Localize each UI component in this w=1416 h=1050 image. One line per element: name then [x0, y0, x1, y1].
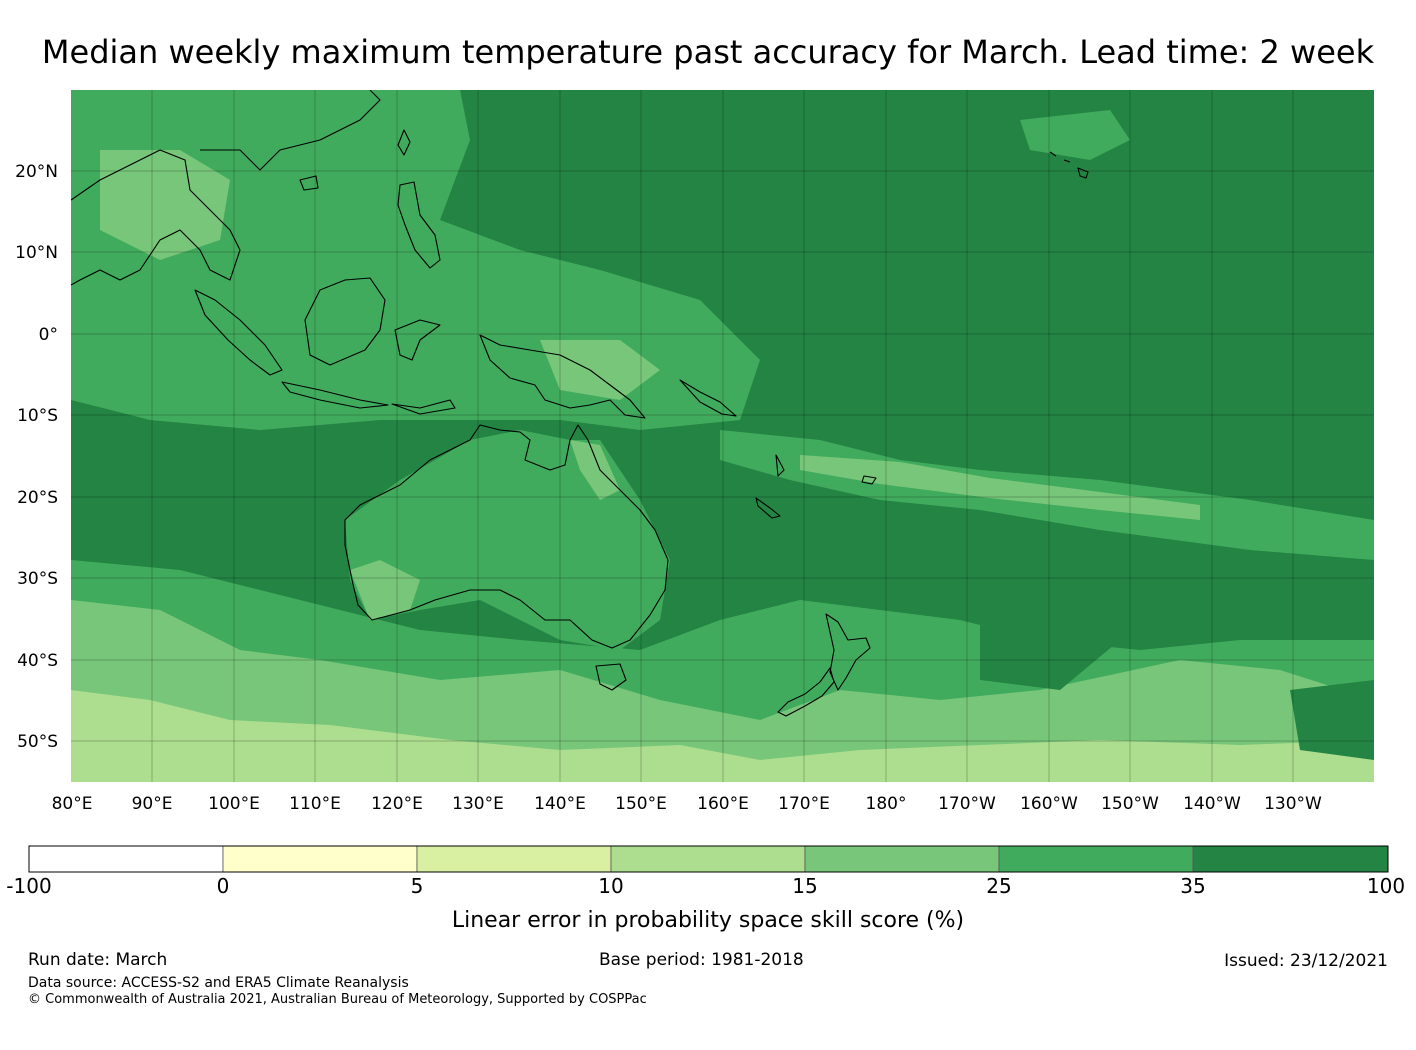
colorbar-tick-label: 35 — [1180, 874, 1205, 898]
lat-label: 50°S — [17, 732, 58, 752]
lon-label: 80°E — [52, 794, 93, 814]
coast-java — [281, 381, 389, 409]
skill-zone-south-lighter — [71, 690, 1374, 782]
coast-new-zealand-north-island — [825, 613, 871, 691]
coast-fiji — [861, 475, 877, 485]
colorbar-swatch — [416, 845, 612, 873]
colorbar-swatch — [222, 845, 418, 873]
colorbar-outline — [28, 845, 1389, 873]
chart-title: Median weekly maximum temperature past a… — [41, 33, 1375, 71]
colorbar-swatch — [804, 845, 1000, 873]
lon-label: 160°W — [1020, 794, 1078, 814]
lon-label: 160°E — [697, 794, 749, 814]
colorbar-tick-label: -100 — [6, 874, 51, 898]
colorbar-swatch — [28, 845, 224, 873]
skill-zone-australia — [345, 430, 670, 650]
coast-solomons — [679, 379, 737, 417]
coast-new-zealand-south-island — [777, 667, 835, 717]
colorbar-swatch — [998, 845, 1194, 873]
skill-zone-queensland — [570, 440, 620, 500]
lon-label: 110°E — [289, 794, 341, 814]
coast-lesser-sunda — [391, 399, 456, 415]
colorbar-ticks: -100 0 5 10 15 25 35 100 — [6, 874, 1405, 898]
coast-taiwan — [397, 129, 411, 156]
colorbar-tick-label: 15 — [792, 874, 817, 898]
map-panel — [71, 90, 1374, 782]
skill-zone-north-pacific-patch — [1020, 110, 1130, 160]
skill-zone-indochina-light — [100, 150, 230, 260]
coast-tasmania — [595, 663, 627, 691]
skill-zone-southeast-dark — [1290, 680, 1374, 760]
coast-new-caledonia — [755, 497, 781, 519]
base-period: Base period: 1981-2018 — [599, 950, 804, 970]
skill-zone-png-light — [540, 340, 660, 400]
copyright: © Commonwealth of Australia 2021, Austra… — [28, 992, 647, 1007]
skill-zone-australia-sw — [350, 560, 420, 620]
coast-sulawesi — [394, 319, 441, 361]
coast-borneo — [304, 277, 386, 366]
coast-vanuatu — [775, 454, 785, 477]
coast-china-east — [200, 90, 381, 171]
lon-label: 150°E — [615, 794, 667, 814]
lat-labels: 20°N 10°N 0° 10°S 20°S 30°S 40°S 50°S — [15, 162, 58, 752]
colorbar-tick-label: 5 — [411, 874, 424, 898]
coast-sumatra — [194, 289, 283, 376]
coast-australia — [344, 424, 669, 649]
lon-label: 140°E — [534, 794, 586, 814]
lat-label: 10°N — [15, 243, 58, 263]
lat-label: 20°S — [17, 488, 58, 508]
lat-label: 30°S — [17, 569, 58, 589]
coast-indochina — [71, 149, 241, 286]
lon-label: 120°E — [371, 794, 423, 814]
skill-zone-spcz-inner — [800, 455, 1200, 520]
lon-labels: 80°E 90°E 100°E 110°E 120°E 130°E 140°E … — [52, 794, 1323, 814]
colorbar-tick-label: 25 — [986, 874, 1011, 898]
lon-label: 130°E — [452, 794, 504, 814]
lon-label: 130°W — [1264, 794, 1322, 814]
lon-label: 150°W — [1101, 794, 1159, 814]
colorbar-swatch — [1192, 845, 1389, 873]
colorbar-swatch — [610, 845, 806, 873]
lat-label: 0° — [39, 325, 58, 345]
lat-label: 20°N — [15, 162, 58, 182]
colorbar-tick-label: 0 — [217, 874, 230, 898]
colorbar — [28, 845, 1389, 873]
coast-philippines — [397, 181, 441, 269]
lat-label: 40°S — [17, 651, 58, 671]
lon-label: 170°W — [938, 794, 996, 814]
lon-label: 170°E — [778, 794, 830, 814]
coastlines — [71, 90, 1089, 717]
coast-hainan — [299, 175, 319, 191]
colorbar-label: Linear error in probability space skill … — [452, 908, 964, 933]
coast-hawaii — [1049, 151, 1089, 179]
coast-new-guinea — [479, 334, 646, 419]
lon-label: 180° — [866, 794, 907, 814]
lon-label: 90°E — [132, 794, 173, 814]
issued-date: Issued: 23/12/2021 — [1224, 951, 1388, 971]
lat-label: 10°S — [17, 406, 58, 426]
lon-label: 100°E — [208, 794, 260, 814]
colorbar-tick-label: 10 — [598, 874, 623, 898]
graticule — [71, 90, 1374, 782]
colorbar-tick-label: 100 — [1367, 874, 1405, 898]
data-source: Data source: ACCESS-S2 and ERA5 Climate … — [28, 975, 409, 991]
skill-zone-tasman-dark — [980, 610, 1120, 690]
run-date: Run date: March — [28, 950, 168, 970]
lon-label: 140°W — [1183, 794, 1241, 814]
